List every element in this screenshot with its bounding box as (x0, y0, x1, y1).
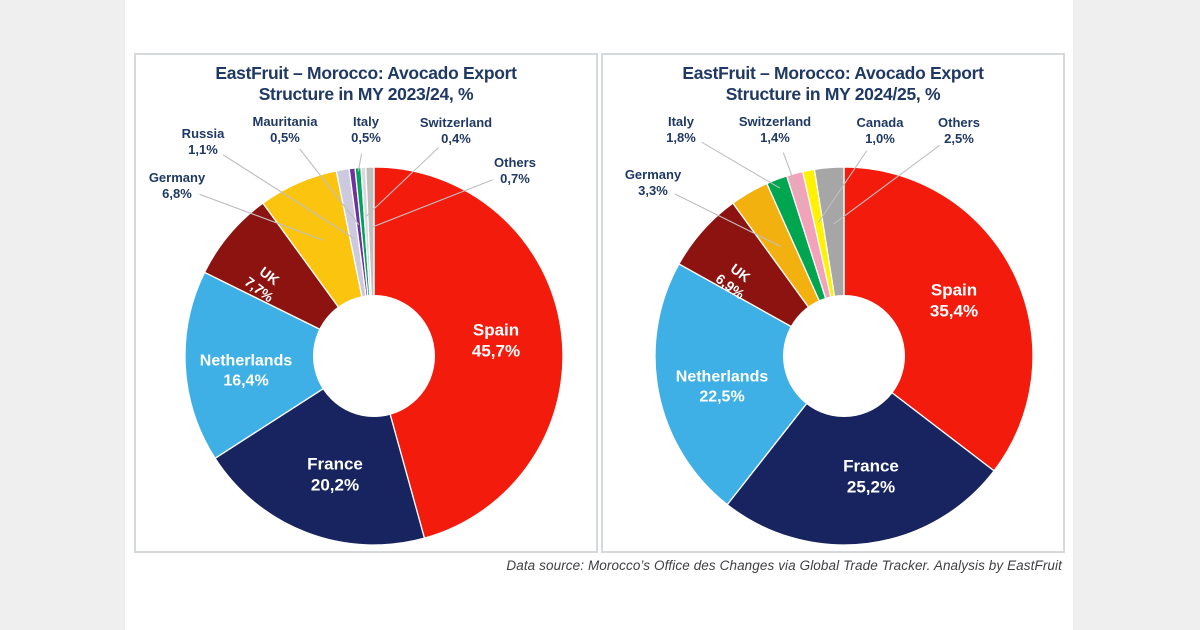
donut-hole (313, 295, 435, 417)
chart-panel-my-2024-25: Spain 35,4% France 25,2% Netherlands 22,5% UK 6… (601, 53, 1065, 553)
donut-hole (783, 295, 905, 417)
data-source-note: Data source: Morocco’s Office des Change… (506, 558, 1062, 573)
leader-line-russia (222, 154, 355, 240)
chart-title-line1: EastFruit – Morocco: Avocado Export (215, 63, 517, 83)
leader-line-switzerland (782, 152, 806, 211)
chart-title: EastFruit – Morocco: Avocado Export Stru… (603, 63, 1063, 105)
leader-line-italy (701, 141, 781, 189)
leader-line-others (833, 144, 941, 225)
leader-line-mauritania (299, 148, 360, 225)
chart-title-line2: Structure in MY 2024/25, % (725, 84, 941, 104)
pie-slice-spain (373, 166, 564, 539)
pie-slice-netherlands (184, 271, 376, 460)
chart-panel-my-2023-24: Spain 45,7% France 20,2% Netherlands 16,4% UK 7… (134, 53, 598, 553)
donut-chart-my-2023-24 (184, 147, 564, 546)
chart-title-line2: Structure in MY 2023/24, % (258, 84, 474, 104)
chart-title-line1: EastFruit – Morocco: Avocado Export (682, 63, 984, 83)
leader-line-switzerland (365, 147, 439, 217)
pie-slice-netherlands (654, 263, 845, 506)
leader-line-others (370, 179, 493, 229)
pie-slice-spain (843, 166, 1034, 472)
chart-title: EastFruit – Morocco: Avocado Export Stru… (136, 63, 596, 105)
leader-line-germany (199, 193, 324, 241)
leader-line-germany (674, 193, 781, 247)
leader-line-italy (357, 153, 363, 172)
chart-image: Spain 45,7% France 20,2% Netherlands 16,4% UK 7… (125, 0, 1073, 630)
leader-line-canada (818, 150, 868, 223)
donut-chart-my-2024-25 (654, 141, 1034, 546)
pie-slice-france (726, 355, 995, 546)
